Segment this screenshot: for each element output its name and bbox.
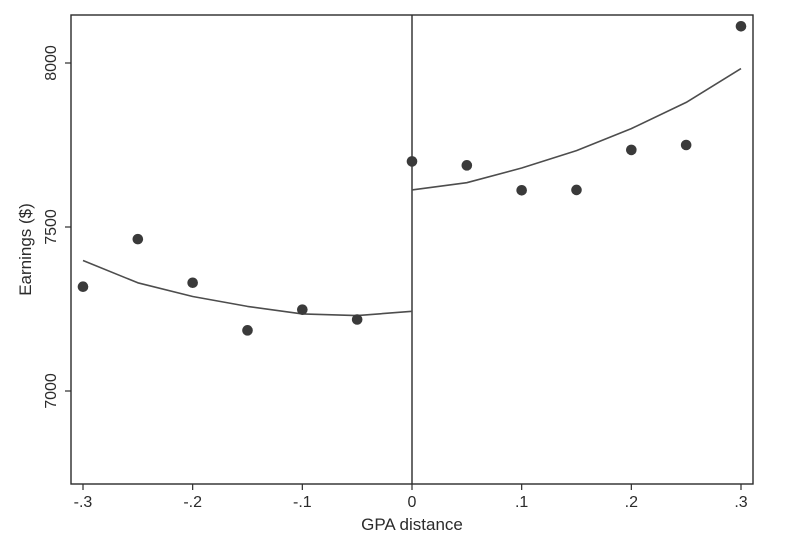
data-point (187, 277, 198, 289)
x-axis-title: GPA distance (361, 515, 463, 534)
x-tick-label: -.2 (183, 494, 202, 511)
x-tick-label: -.1 (293, 494, 312, 511)
data-point (132, 233, 144, 245)
data-point (351, 314, 363, 325)
x-tick-label: .2 (625, 494, 638, 511)
x-tick-label: .1 (515, 494, 528, 511)
data-point (242, 325, 253, 336)
x-tick-label: 0 (408, 494, 417, 511)
fit-line-right (411, 67, 742, 191)
data-point (571, 184, 582, 196)
y-tick-label: 8000 (43, 45, 60, 81)
data-point (680, 139, 692, 151)
data-point (406, 156, 418, 167)
x-tick-label: -.3 (74, 494, 93, 511)
y-axis-title: Earnings ($) (16, 203, 35, 296)
x-axis: -.3 -.2 -.1 0 .1 .2 .3 (74, 484, 748, 511)
fit-line-left (82, 259, 413, 317)
data-point (516, 184, 527, 196)
data-point (77, 281, 89, 292)
data-point (297, 304, 308, 315)
data-point (626, 144, 637, 156)
y-tick-label: 7000 (43, 373, 60, 409)
y-tick-label: 7500 (43, 209, 60, 245)
data-point (735, 20, 747, 32)
data-point (461, 160, 473, 171)
scatter-points (77, 20, 747, 336)
y-axis: 7000 7500 8000 (43, 45, 71, 409)
x-tick-label: .3 (734, 494, 747, 511)
